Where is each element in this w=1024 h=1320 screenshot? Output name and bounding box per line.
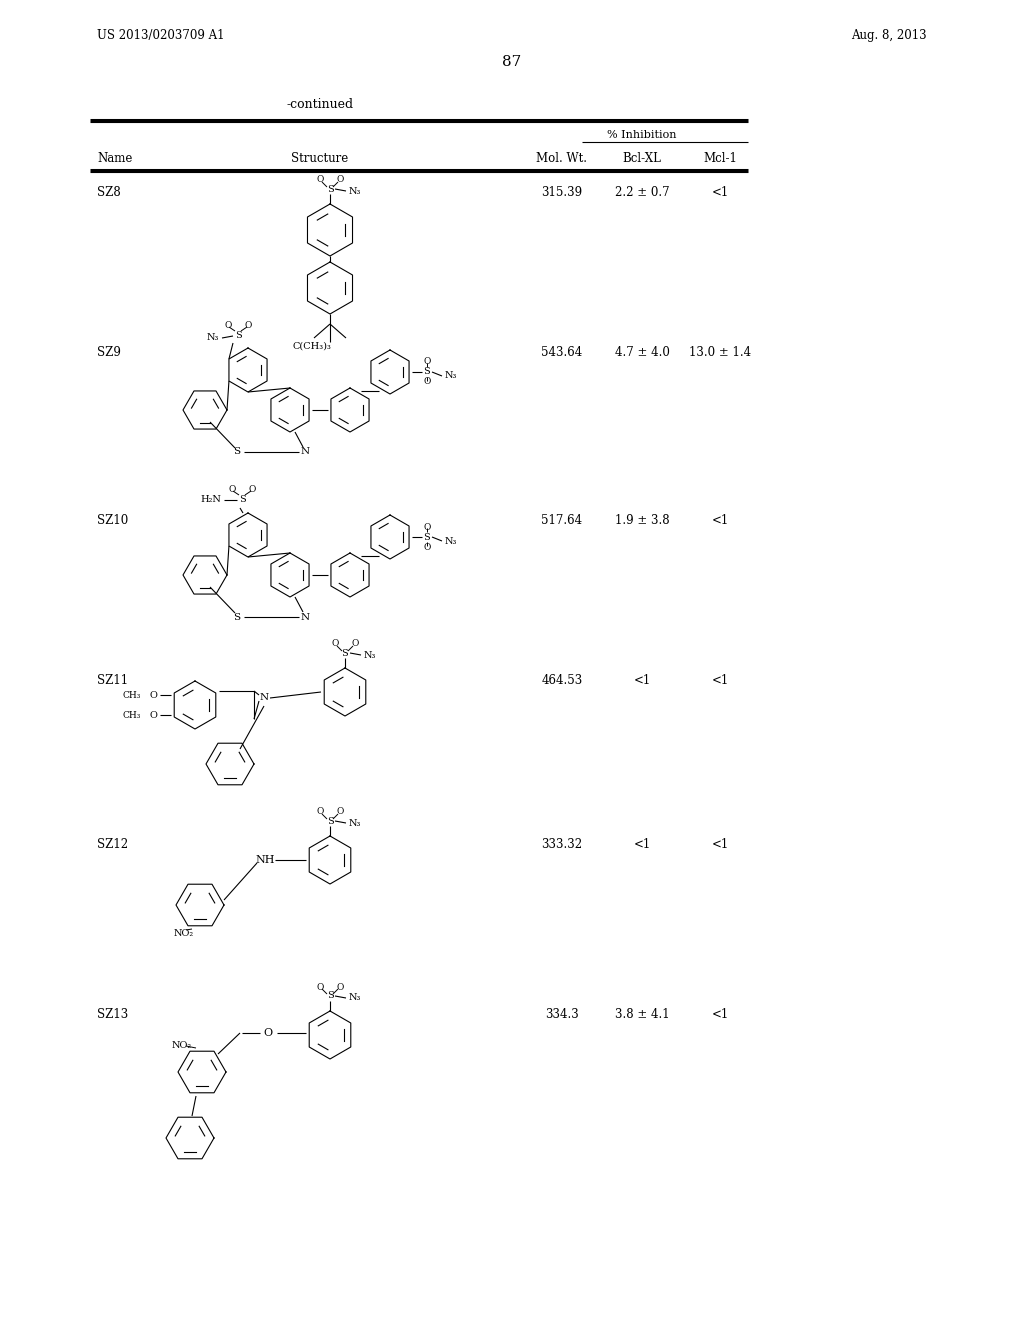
- Text: Structure: Structure: [292, 152, 348, 165]
- Text: S: S: [327, 185, 334, 194]
- Text: 87: 87: [503, 55, 521, 69]
- Text: N₃: N₃: [445, 536, 458, 545]
- Text: S: S: [234, 331, 242, 341]
- Text: 2.2 ± 0.7: 2.2 ± 0.7: [614, 186, 670, 198]
- Text: SZ8: SZ8: [97, 186, 121, 198]
- Text: CH₃: CH₃: [123, 690, 141, 700]
- Text: O: O: [423, 523, 431, 532]
- Text: Bcl-XL: Bcl-XL: [623, 152, 662, 165]
- Text: H₂N: H₂N: [200, 495, 221, 504]
- Text: O: O: [150, 690, 157, 700]
- Text: S: S: [233, 447, 241, 457]
- Text: 3.8 ± 4.1: 3.8 ± 4.1: [614, 1008, 670, 1022]
- Text: N₃: N₃: [364, 651, 377, 660]
- Text: O: O: [423, 543, 431, 552]
- Text: CH₃: CH₃: [123, 710, 141, 719]
- Text: O: O: [336, 982, 344, 991]
- Text: 333.32: 333.32: [542, 838, 583, 851]
- Text: N: N: [300, 612, 309, 622]
- Text: S: S: [327, 817, 334, 825]
- Text: C(CH₃)₃: C(CH₃)₃: [293, 342, 332, 351]
- Text: % Inhibition: % Inhibition: [607, 129, 677, 140]
- Text: N₃: N₃: [445, 371, 458, 380]
- Text: <1: <1: [712, 673, 729, 686]
- Text: NO₂: NO₂: [174, 928, 195, 937]
- Text: 315.39: 315.39: [542, 186, 583, 198]
- Text: <1: <1: [634, 838, 650, 851]
- Text: O: O: [263, 1028, 272, 1038]
- Text: SZ12: SZ12: [97, 838, 128, 851]
- Text: O: O: [150, 710, 157, 719]
- Text: <1: <1: [712, 186, 729, 198]
- Text: O: O: [316, 176, 324, 185]
- Text: 543.64: 543.64: [542, 346, 583, 359]
- Text: S: S: [424, 532, 430, 541]
- Text: O: O: [224, 322, 231, 330]
- Text: O: O: [423, 358, 431, 367]
- Text: S: S: [239, 495, 246, 504]
- Text: Name: Name: [97, 152, 132, 165]
- Text: S: S: [342, 648, 348, 657]
- Text: O: O: [316, 982, 324, 991]
- Text: N₃: N₃: [349, 186, 361, 195]
- Text: Mcl-1: Mcl-1: [703, 152, 737, 165]
- Text: N₃: N₃: [349, 994, 361, 1002]
- Text: O: O: [248, 486, 256, 495]
- Text: O: O: [336, 808, 344, 817]
- Text: O: O: [351, 639, 358, 648]
- Text: N₃: N₃: [207, 334, 219, 342]
- Text: S: S: [424, 367, 430, 376]
- Text: -continued: -continued: [287, 99, 353, 111]
- Text: N: N: [300, 447, 309, 457]
- Text: SZ11: SZ11: [97, 673, 128, 686]
- Text: N: N: [259, 693, 268, 702]
- Text: <1: <1: [712, 838, 729, 851]
- Text: <1: <1: [634, 673, 650, 686]
- Text: <1: <1: [712, 1008, 729, 1022]
- Text: S: S: [233, 612, 241, 622]
- Text: US 2013/0203709 A1: US 2013/0203709 A1: [97, 29, 224, 41]
- Text: 4.7 ± 4.0: 4.7 ± 4.0: [614, 346, 670, 359]
- Text: O: O: [423, 378, 431, 387]
- Text: SZ9: SZ9: [97, 346, 121, 359]
- Text: O: O: [336, 176, 344, 185]
- Text: O: O: [316, 808, 324, 817]
- Text: O: O: [228, 486, 236, 495]
- Text: 517.64: 517.64: [542, 513, 583, 527]
- Text: S: S: [327, 991, 334, 1001]
- Text: NH: NH: [255, 855, 274, 865]
- Text: SZ10: SZ10: [97, 513, 128, 527]
- Text: Aug. 8, 2013: Aug. 8, 2013: [851, 29, 927, 41]
- Text: 464.53: 464.53: [542, 673, 583, 686]
- Text: N₃: N₃: [349, 818, 361, 828]
- Text: NO₂: NO₂: [172, 1041, 193, 1051]
- Text: SZ13: SZ13: [97, 1008, 128, 1022]
- Text: 13.0 ± 1.4: 13.0 ± 1.4: [689, 346, 751, 359]
- Text: O: O: [332, 639, 339, 648]
- Text: <1: <1: [712, 513, 729, 527]
- Text: Mol. Wt.: Mol. Wt.: [537, 152, 588, 165]
- Text: 1.9 ± 3.8: 1.9 ± 3.8: [614, 513, 670, 527]
- Text: 334.3: 334.3: [545, 1008, 579, 1022]
- Text: O: O: [245, 322, 252, 330]
